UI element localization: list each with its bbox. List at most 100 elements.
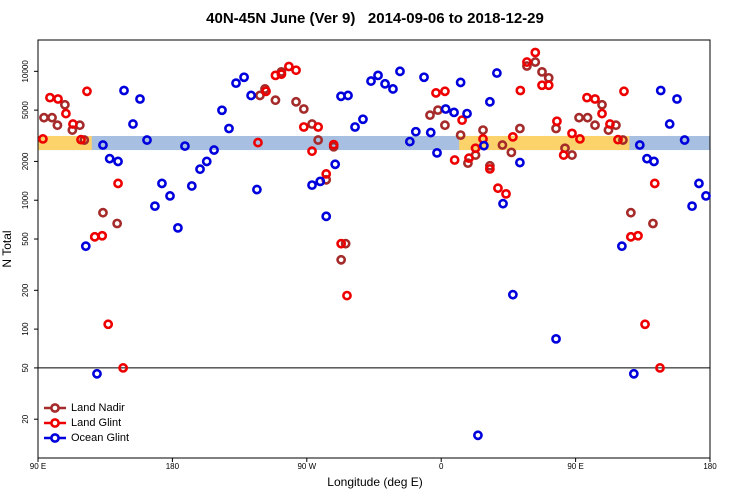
point bbox=[522, 61, 532, 71]
point bbox=[336, 238, 347, 249]
point bbox=[497, 140, 508, 150]
point bbox=[449, 155, 460, 165]
point bbox=[506, 147, 517, 158]
point bbox=[419, 72, 429, 83]
point bbox=[298, 122, 309, 132]
point bbox=[373, 70, 383, 81]
point bbox=[328, 139, 339, 150]
point bbox=[180, 141, 190, 151]
point bbox=[501, 188, 511, 199]
point bbox=[473, 430, 483, 441]
point bbox=[313, 122, 324, 132]
point bbox=[432, 147, 442, 158]
point bbox=[507, 131, 518, 142]
y-tick-label: 1000 bbox=[21, 191, 30, 209]
point bbox=[201, 156, 212, 167]
point bbox=[701, 191, 711, 201]
y-axis-title: N Total bbox=[0, 230, 14, 267]
point bbox=[252, 184, 262, 195]
point bbox=[425, 110, 435, 121]
point bbox=[440, 120, 450, 131]
point bbox=[315, 176, 326, 187]
point bbox=[514, 123, 525, 134]
point bbox=[128, 119, 138, 129]
legend-label: Land Glint bbox=[71, 417, 121, 429]
point bbox=[655, 85, 666, 96]
point bbox=[239, 72, 249, 83]
point bbox=[552, 116, 562, 127]
band-highlight bbox=[575, 135, 630, 151]
point bbox=[640, 319, 650, 330]
point bbox=[59, 99, 70, 110]
point bbox=[253, 137, 263, 148]
point bbox=[558, 150, 569, 160]
point bbox=[118, 363, 129, 373]
point bbox=[633, 230, 643, 241]
point bbox=[605, 119, 615, 129]
point bbox=[634, 140, 645, 150]
point bbox=[575, 134, 585, 144]
point bbox=[649, 178, 660, 189]
y-tick-label: 2000 bbox=[21, 152, 30, 170]
point bbox=[47, 112, 57, 123]
point bbox=[522, 57, 532, 67]
point bbox=[433, 105, 443, 116]
chart-title: 40N-45N June (Ver 9) 2014-09-06 to 2018-… bbox=[206, 10, 544, 27]
y-tick-label: 100 bbox=[21, 322, 30, 336]
point bbox=[103, 319, 114, 330]
point bbox=[484, 163, 495, 174]
point bbox=[150, 201, 160, 212]
point bbox=[498, 198, 508, 209]
legend-marker bbox=[50, 418, 60, 428]
point bbox=[61, 108, 71, 119]
point bbox=[687, 201, 697, 212]
point bbox=[484, 96, 495, 107]
point bbox=[567, 128, 577, 139]
point bbox=[195, 164, 205, 175]
point bbox=[342, 290, 352, 301]
point bbox=[165, 191, 175, 201]
point bbox=[231, 78, 241, 89]
y-tick-label: 200 bbox=[21, 283, 30, 297]
point bbox=[425, 127, 436, 138]
x-tick-label: 90 W bbox=[297, 462, 316, 471]
point bbox=[567, 150, 577, 160]
point bbox=[52, 120, 63, 131]
point bbox=[98, 207, 108, 218]
point bbox=[410, 126, 421, 137]
point bbox=[283, 61, 294, 72]
point bbox=[597, 99, 607, 110]
point bbox=[38, 134, 48, 144]
point bbox=[462, 108, 472, 119]
legend-label: Land Nadir bbox=[71, 402, 125, 414]
point bbox=[582, 112, 593, 123]
point bbox=[440, 104, 451, 114]
point bbox=[82, 86, 92, 97]
point bbox=[694, 178, 704, 189]
point bbox=[479, 140, 489, 151]
point bbox=[463, 158, 473, 169]
point bbox=[39, 112, 49, 123]
point bbox=[649, 156, 659, 167]
x-tick-label: 180 bbox=[166, 462, 180, 471]
point bbox=[664, 119, 675, 129]
point bbox=[343, 90, 353, 101]
point bbox=[464, 153, 474, 164]
legend-marker bbox=[50, 433, 60, 443]
point bbox=[142, 135, 152, 145]
point bbox=[270, 95, 281, 106]
point bbox=[655, 363, 665, 373]
point bbox=[330, 159, 341, 170]
point bbox=[404, 136, 415, 147]
point bbox=[113, 178, 123, 189]
point bbox=[590, 120, 600, 131]
y-tick-label: 10000 bbox=[21, 60, 30, 83]
x-tick-label: 0 bbox=[439, 462, 444, 471]
point bbox=[597, 108, 607, 119]
point bbox=[298, 104, 309, 114]
point bbox=[340, 238, 351, 249]
point bbox=[98, 140, 108, 150]
point bbox=[68, 119, 78, 129]
x-tick-label: 90 E bbox=[30, 462, 46, 471]
